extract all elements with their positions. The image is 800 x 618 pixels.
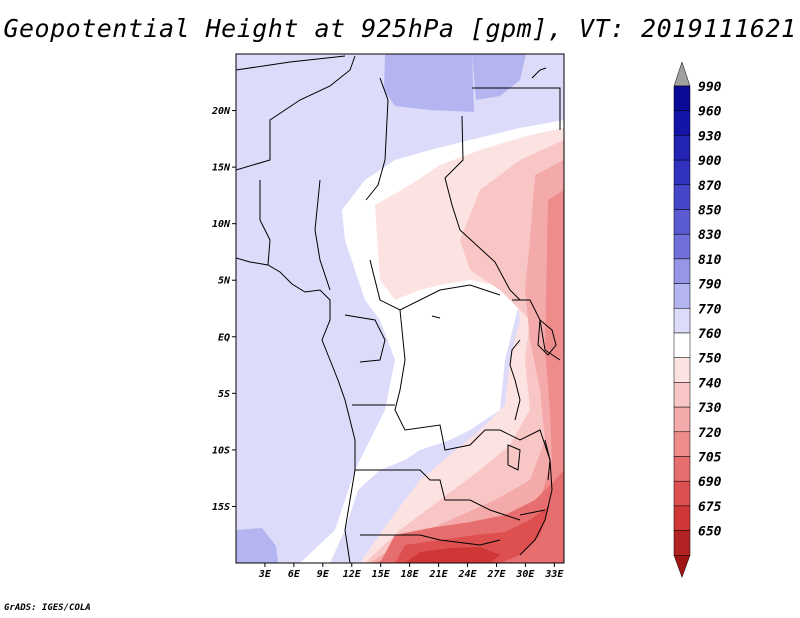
colorbar-swatch <box>673 332 691 358</box>
border-niger-chad <box>365 77 389 201</box>
colorbar-label: 720 <box>698 426 722 441</box>
border-drc <box>394 309 500 451</box>
field-band-675 <box>405 547 500 563</box>
colorbar-swatch <box>673 406 691 433</box>
colorbar-label: 770 <box>698 302 722 317</box>
border-libya-egypt <box>472 87 561 130</box>
border-gabon <box>344 314 386 363</box>
colorbar-swatch <box>673 233 691 260</box>
lon-tick-label: 3E <box>258 569 272 580</box>
colorbar-label: 960 <box>698 105 722 120</box>
colorbar-label: 850 <box>698 204 722 219</box>
colorbar-swatch <box>673 530 691 556</box>
lat-tick-label: 5S <box>218 389 230 400</box>
colorbar-swatch <box>673 357 691 383</box>
border-namibia-botswana <box>360 534 501 546</box>
colorbar-swatch <box>673 110 691 136</box>
border-car <box>369 259 501 311</box>
lake-tanganyika <box>509 339 521 421</box>
lat-tick-label: EQ <box>218 332 230 343</box>
colorbar-swatch <box>673 431 691 457</box>
border-ghana <box>259 180 271 266</box>
colorbar-swatch <box>673 258 691 284</box>
chart-title: Geopotential Height at 925hPa [gpm], VT:… <box>3 14 797 43</box>
lon-tick-label: 9E <box>317 569 330 580</box>
river-segment <box>519 509 546 516</box>
lon-tick-label: 12E <box>343 569 362 580</box>
colorbar-label: 675 <box>698 500 722 515</box>
colorbar-label: 870 <box>698 179 722 194</box>
nile-delta <box>531 67 547 79</box>
colorbar-swatch <box>673 382 691 408</box>
lat-tick-label: 15S <box>212 502 230 513</box>
lat-tick-label: 10S <box>212 445 230 456</box>
lat-tick-label: 10N <box>212 219 231 230</box>
lat-tick-label: 15N <box>212 163 231 174</box>
colorbar-top-arrow <box>673 61 691 87</box>
lon-tick-label: 30E <box>515 569 535 580</box>
colorbar-swatch <box>673 85 691 111</box>
colorbar-label: 650 <box>698 525 722 540</box>
colorbar-label: 750 <box>698 352 722 367</box>
lon-tick-label: 21E <box>429 569 449 580</box>
colorbar-swatch <box>673 480 691 507</box>
lake-malawi <box>544 439 551 481</box>
lon-tick-label: 27E <box>486 569 506 580</box>
border-angola-zambia <box>355 469 521 521</box>
colorbar-label: 760 <box>698 327 722 342</box>
lon-tick-label: 24E <box>457 569 477 580</box>
border-west-sahel <box>236 55 356 171</box>
colorbar-swatch <box>673 456 691 482</box>
colorbar-label: 790 <box>698 278 722 293</box>
field-band-690 <box>395 505 550 563</box>
coastlines-borders <box>236 55 561 563</box>
colorbar-label: 990 <box>698 80 722 95</box>
longitude-axis: 3E 6E 9E 12E 15E 18E 21E 24E 27E 30E 33E <box>258 563 564 580</box>
colorbar-label: 900 <box>698 154 722 169</box>
colorbar-swatch <box>673 308 691 334</box>
lake-small-1 <box>431 315 441 319</box>
colorbar-label: 690 <box>698 475 722 490</box>
colorbar-label: 830 <box>698 228 722 243</box>
lat-tick-label: 5N <box>218 276 231 287</box>
border-nigeria <box>314 179 331 291</box>
colorbar: 990 960 930 900 870 850 830 810 790 770 760 750 740 7… <box>673 61 722 579</box>
border-mozambique <box>499 429 553 556</box>
field-band-740 <box>365 140 564 563</box>
colorbar-swatch <box>673 184 691 210</box>
colorbar-swatch <box>673 159 691 186</box>
lon-tick-label: 6E <box>288 569 301 580</box>
lake-kariba <box>507 444 521 471</box>
lat-tick-label: 20N <box>211 106 231 117</box>
field-patch-north-lavender <box>384 54 474 112</box>
map-frame <box>235 53 565 564</box>
colorbar-label: 730 <box>698 401 722 416</box>
lon-tick-label: 18E <box>401 569 420 580</box>
border-chad-sudan <box>444 115 521 301</box>
colorbar-swatch <box>673 505 691 531</box>
footer-credit: GrADS: IGES/COLA <box>4 603 91 613</box>
height-field <box>236 54 564 563</box>
border-north-1 <box>236 55 346 71</box>
latitude-axis: 20N 15N 10N 5N EQ 5S 10S 15S <box>211 106 236 513</box>
lon-tick-label: 15E <box>372 569 391 580</box>
colorbar-swatch <box>673 283 691 309</box>
colorbar-label: 810 <box>698 253 722 268</box>
colorbar-bottom-arrow <box>673 555 691 579</box>
field-patch-southwest-lavender <box>236 528 278 563</box>
colorbar-swatch <box>673 135 691 161</box>
colorbar-swatch <box>673 209 691 235</box>
colorbar-label: 705 <box>698 451 722 466</box>
lake-victoria <box>537 318 557 356</box>
colorbar-label: 740 <box>698 376 722 391</box>
lon-tick-label: 33E <box>544 569 564 580</box>
colorbar-label: 930 <box>698 129 722 144</box>
